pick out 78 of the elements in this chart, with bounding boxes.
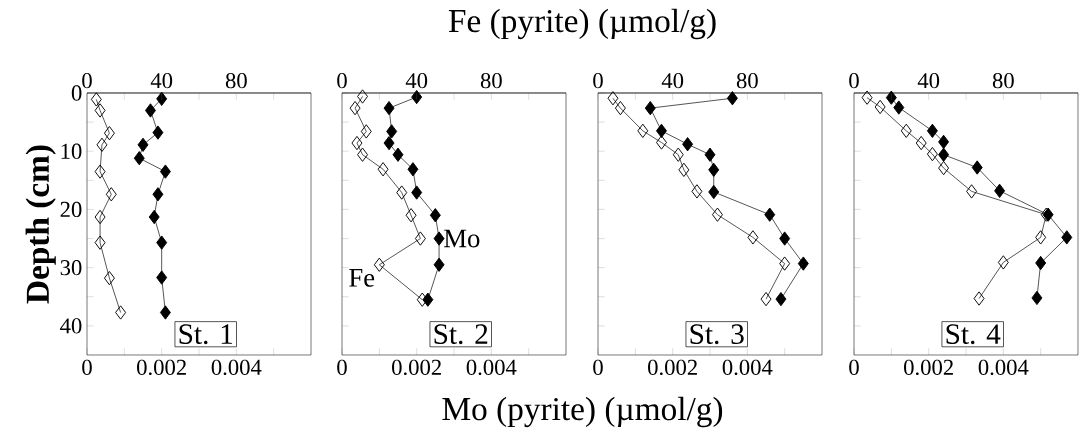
x2-tick-label: 80 xyxy=(225,72,247,89)
point xyxy=(779,231,791,246)
annotation: Mo xyxy=(444,229,480,248)
point xyxy=(775,291,787,307)
point xyxy=(938,147,950,162)
point xyxy=(656,123,667,138)
x-tick-label: 0.004 xyxy=(978,359,1029,376)
point xyxy=(429,208,441,223)
text: St. 2 xyxy=(434,324,488,345)
point xyxy=(383,101,395,116)
y-tick-label: 0 xyxy=(71,85,82,101)
point xyxy=(156,235,168,250)
x2-tick-label: 40 xyxy=(661,72,684,89)
point xyxy=(971,160,983,175)
point xyxy=(708,162,720,177)
point xyxy=(137,137,149,152)
point xyxy=(1035,255,1047,271)
y-tick-label: 20 xyxy=(60,201,82,218)
point xyxy=(708,184,720,200)
point xyxy=(392,147,404,162)
x-tick-label: 0.002 xyxy=(648,359,697,376)
x2-tick-label: 80 xyxy=(736,72,758,89)
x2-tick-label: 0 xyxy=(337,72,347,89)
x2-tick-label: 80 xyxy=(480,72,502,89)
x-tick-label: 0.004 xyxy=(211,359,262,376)
point xyxy=(926,123,938,138)
point xyxy=(797,256,809,271)
point xyxy=(133,151,145,166)
x2-tick-label: 0 xyxy=(849,72,859,89)
point xyxy=(159,305,171,320)
point xyxy=(764,207,776,222)
point xyxy=(893,100,905,115)
x-tick-label: 0.002 xyxy=(392,359,441,376)
x2-tick-label: 40 xyxy=(150,72,173,89)
x2-tick-label: 40 xyxy=(917,72,940,89)
point xyxy=(433,231,445,246)
x2-tick-label: 0 xyxy=(593,72,603,89)
point xyxy=(145,103,156,118)
x-tick-label: 0.002 xyxy=(904,359,953,376)
x2-tick-label: 80 xyxy=(992,72,1014,89)
x-tick-label: 0.004 xyxy=(722,359,773,376)
point xyxy=(885,90,897,105)
point xyxy=(411,185,423,200)
y-tick-label: 10 xyxy=(61,143,82,159)
annotation: Fe xyxy=(349,269,375,287)
x-tick-label: 0.004 xyxy=(466,359,517,376)
point xyxy=(156,91,168,106)
point xyxy=(1031,290,1043,306)
text: St. 1 xyxy=(179,324,233,345)
x2-axis-title: Fe (pyrite) (µmol/g) xyxy=(448,8,716,40)
point xyxy=(152,187,164,202)
point xyxy=(383,135,395,151)
x-tick-label: 0 xyxy=(337,359,347,375)
point xyxy=(704,147,716,162)
point xyxy=(159,164,171,179)
point xyxy=(386,124,398,139)
y-tick-label: 30 xyxy=(60,260,82,276)
x-tick-label: 0 xyxy=(82,359,92,375)
x-tick-label: 0 xyxy=(849,359,859,375)
x-tick-label: 0 xyxy=(593,359,603,375)
point xyxy=(682,137,694,152)
text: St. 3 xyxy=(690,324,744,345)
point xyxy=(407,162,419,177)
point xyxy=(148,209,160,225)
point xyxy=(938,134,950,150)
x-axis-title: Mo (pyrite) (µmol/g) xyxy=(442,396,723,428)
y-tick-label: 40 xyxy=(60,318,82,334)
point xyxy=(433,257,445,272)
point xyxy=(644,101,656,116)
point xyxy=(1061,230,1073,245)
point xyxy=(994,183,1006,198)
text: St. 4 xyxy=(946,324,1001,345)
x2-tick-label: 40 xyxy=(405,72,428,89)
x-tick-label: 0.002 xyxy=(137,359,186,376)
point xyxy=(726,91,738,106)
y-axis-title: Depth (cm) xyxy=(25,145,56,304)
point xyxy=(156,270,168,285)
point xyxy=(152,125,164,140)
